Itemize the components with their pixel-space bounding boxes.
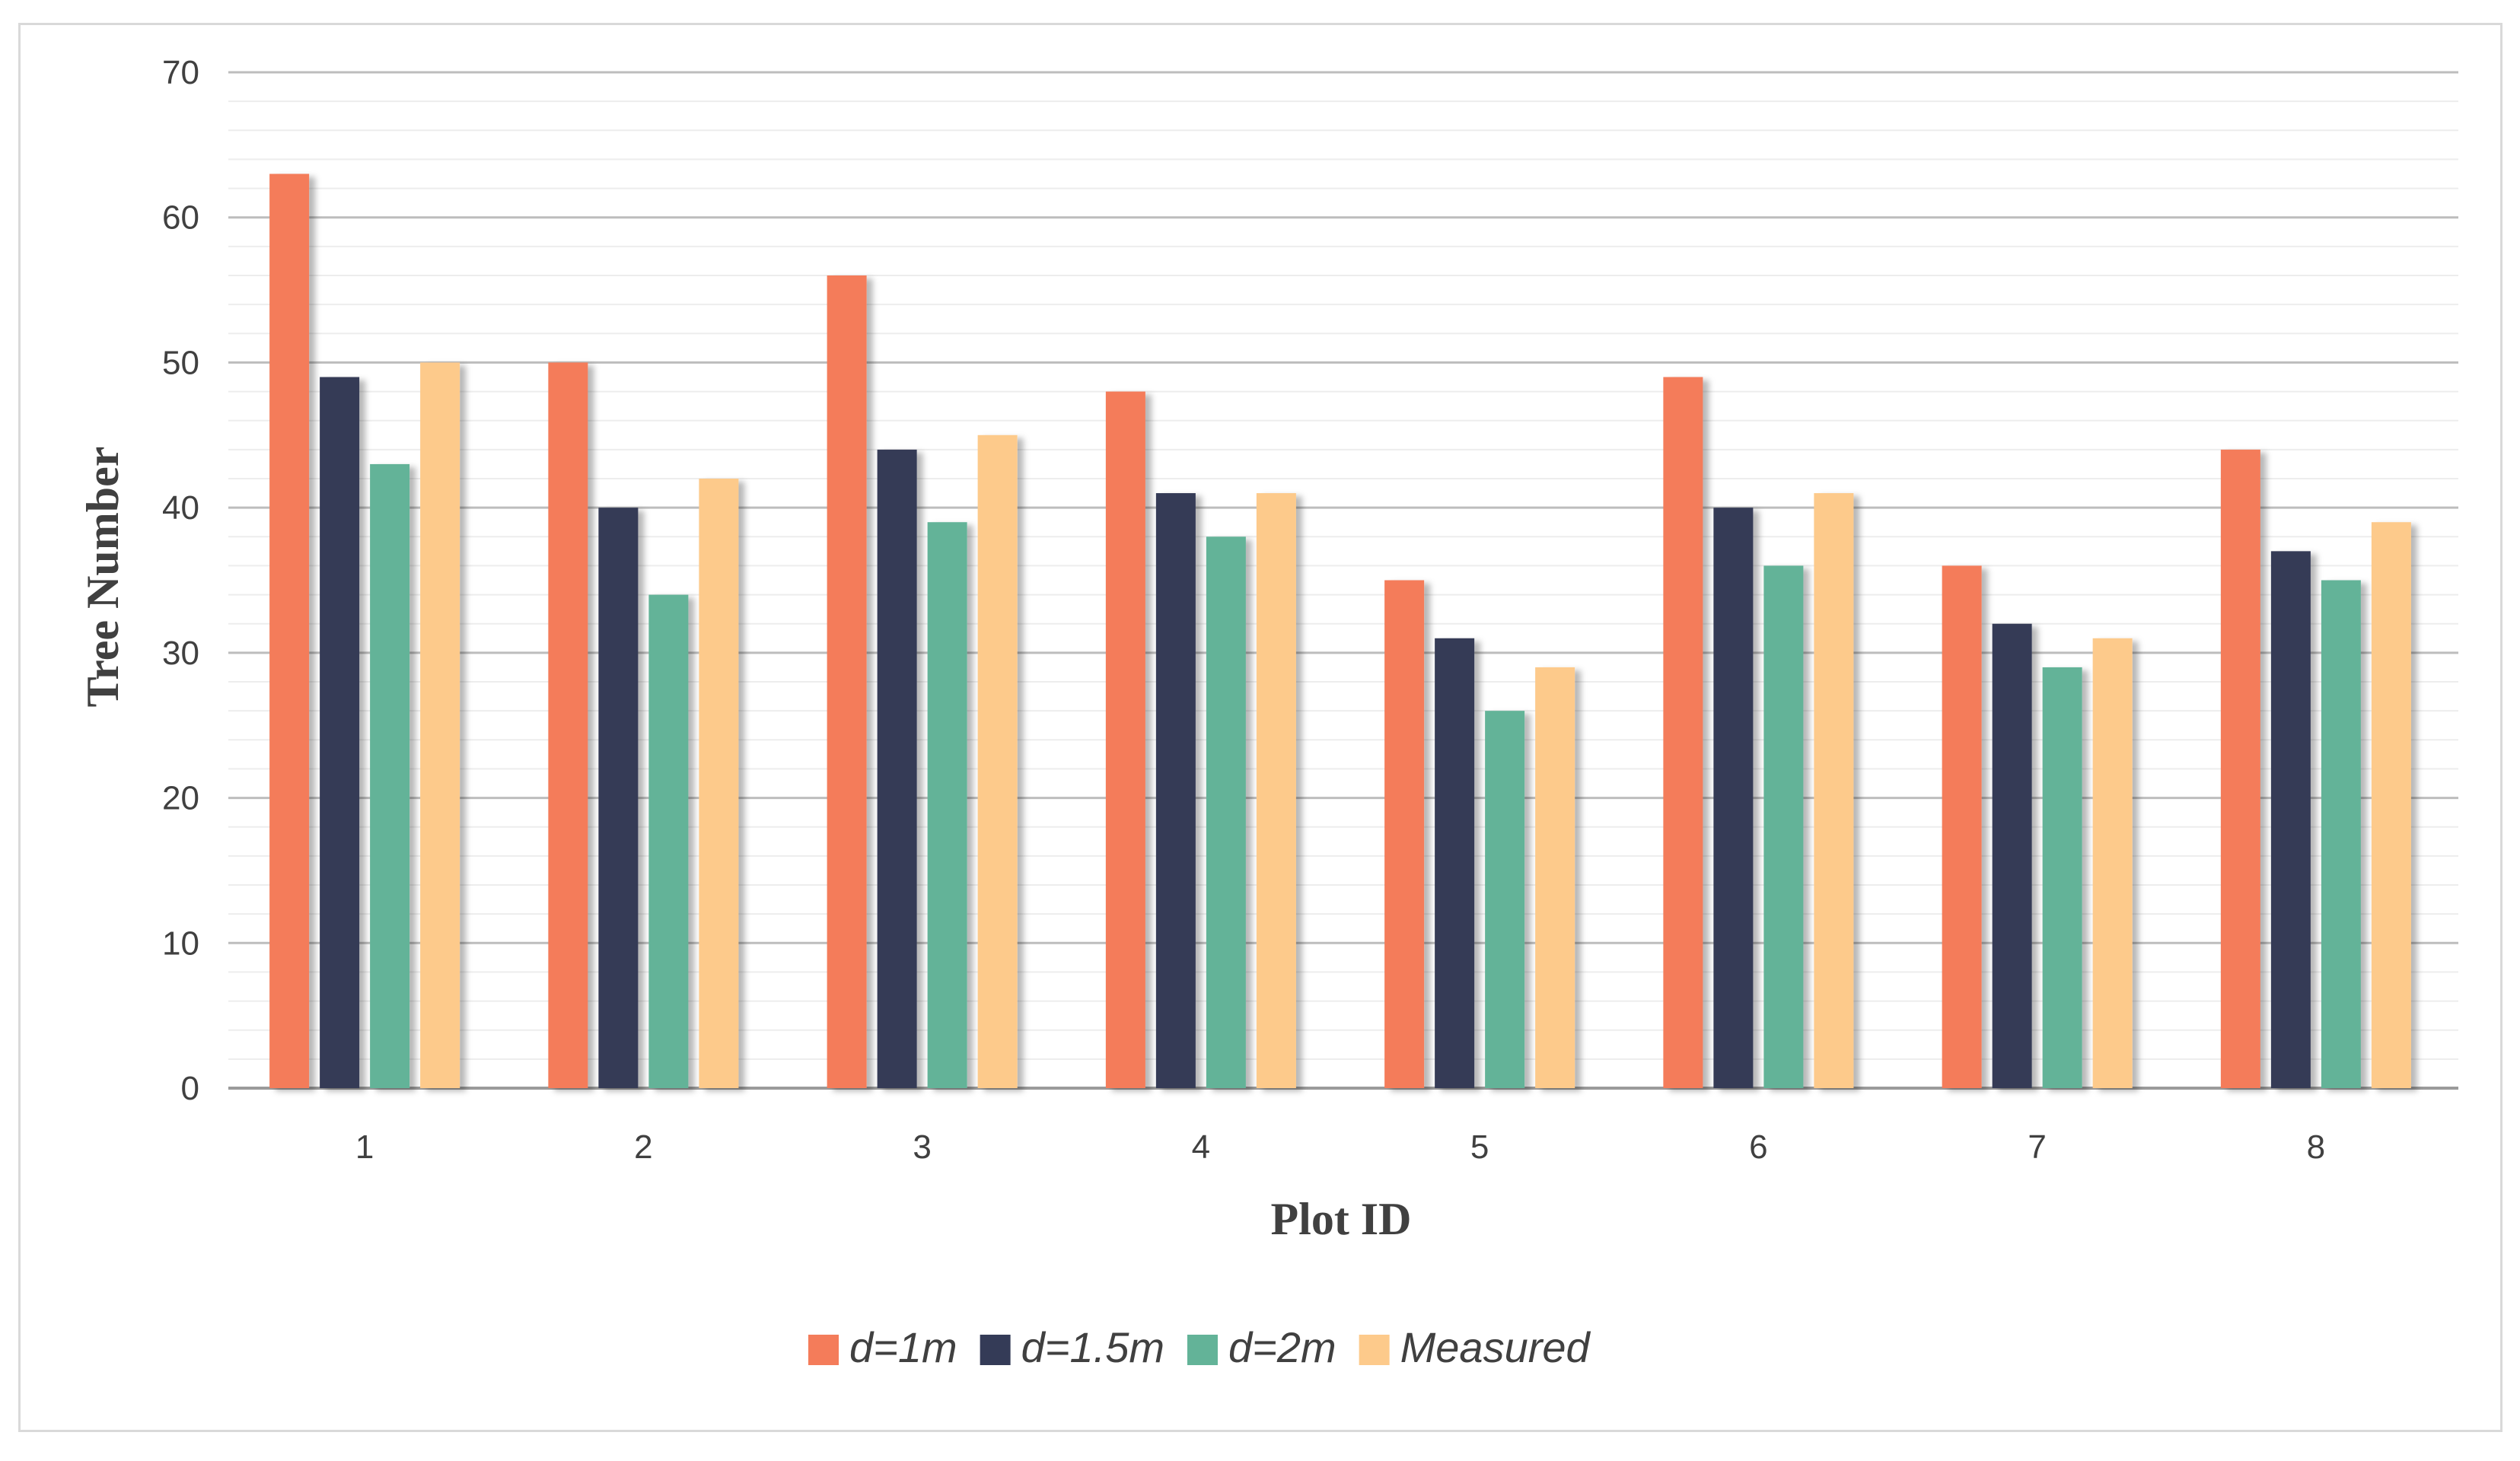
legend-swatch (1359, 1335, 1390, 1365)
x-tick-label: 1 (355, 1128, 374, 1166)
bar-d-2m-plot-2 (648, 594, 689, 1088)
x-axis-tick-labels: 1 2 3 4 5 6 7 8 (355, 1128, 2325, 1166)
x-tick-label: 6 (1749, 1128, 1767, 1166)
y-tick-label: 10 (162, 925, 199, 962)
legend-item: Measured (1359, 1323, 1591, 1371)
y-axis-title: Tree Number (78, 447, 128, 708)
legend-swatch (1187, 1335, 1218, 1365)
bar-d-1m-plot-5 (1384, 580, 1425, 1088)
x-tick-label: 8 (2307, 1128, 2325, 1166)
legend-label: d=2m (1228, 1323, 1336, 1371)
y-tick-label: 50 (162, 344, 199, 381)
y-tick-label: 30 (162, 635, 199, 672)
legend-swatch (980, 1335, 1011, 1365)
legend: d=1m d=1.5m d=2m Measured (808, 1323, 1591, 1371)
bar-measured-plot-2 (699, 479, 739, 1088)
legend-item: d=1m (808, 1323, 957, 1371)
bar-d-1m-plot-1 (269, 173, 310, 1088)
bar-measured-plot-3 (977, 434, 1018, 1088)
bar-d-1m-plot-7 (1942, 565, 1982, 1088)
bar-d-1-5m-plot-8 (2270, 551, 2311, 1088)
bar-d-2m-plot-1 (370, 463, 410, 1088)
bar-d-1m-plot-3 (827, 275, 867, 1088)
x-tick-label: 4 (1192, 1128, 1210, 1166)
bar-d-1-5m-plot-4 (1155, 493, 1196, 1088)
bar-measured-plot-8 (2371, 522, 2411, 1088)
bar-d-1m-plot-2 (548, 362, 588, 1088)
x-tick-label: 7 (2028, 1128, 2046, 1166)
bar-measured-plot-6 (1814, 493, 1854, 1088)
bar-measured-plot-1 (420, 362, 460, 1088)
bars (269, 173, 2411, 1088)
bar-d-2m-plot-5 (1485, 711, 1525, 1088)
bar-measured-plot-4 (1256, 493, 1296, 1088)
bar-d-1-5m-plot-3 (877, 449, 917, 1088)
x-axis-title: Plot ID (1271, 1194, 1412, 1244)
bar-measured-plot-7 (2092, 638, 2133, 1088)
bar-d-2m-plot-6 (1763, 565, 1804, 1088)
x-tick-label: 2 (634, 1128, 652, 1166)
bar-d-2m-plot-8 (2321, 580, 2361, 1088)
x-tick-label: 5 (1470, 1128, 1489, 1166)
legend-label: d=1.5m (1021, 1323, 1164, 1371)
y-tick-label: 60 (162, 199, 199, 237)
bar-measured-plot-5 (1535, 667, 1575, 1088)
bar-d-1m-plot-4 (1105, 391, 1145, 1088)
y-tick-label: 0 (181, 1070, 199, 1107)
legend-swatch (808, 1335, 839, 1365)
legend-item: d=1.5m (980, 1323, 1164, 1371)
bar-d-2m-plot-7 (2042, 667, 2082, 1088)
bar-d-1m-plot-6 (1663, 377, 1703, 1088)
legend-label: d=1m (849, 1323, 957, 1371)
bar-d-2m-plot-4 (1206, 536, 1246, 1088)
bar-d-1-5m-plot-7 (1992, 623, 2032, 1088)
y-tick-label: 40 (162, 489, 199, 527)
y-tick-label: 20 (162, 780, 199, 817)
bar-d-1m-plot-8 (2220, 449, 2260, 1088)
bar-d-1-5m-plot-6 (1713, 508, 1754, 1088)
bar-d-2m-plot-3 (927, 522, 967, 1088)
bar-d-1-5m-plot-5 (1435, 638, 1475, 1088)
y-tick-label: 70 (162, 54, 199, 91)
legend-item: d=2m (1187, 1323, 1336, 1371)
bar-d-1-5m-plot-1 (320, 377, 360, 1088)
bar-d-1-5m-plot-2 (598, 508, 639, 1088)
legend-label: Measured (1400, 1323, 1591, 1371)
y-axis-tick-labels: 0 10 20 30 40 50 60 70 (162, 54, 199, 1107)
x-tick-label: 3 (913, 1128, 931, 1166)
